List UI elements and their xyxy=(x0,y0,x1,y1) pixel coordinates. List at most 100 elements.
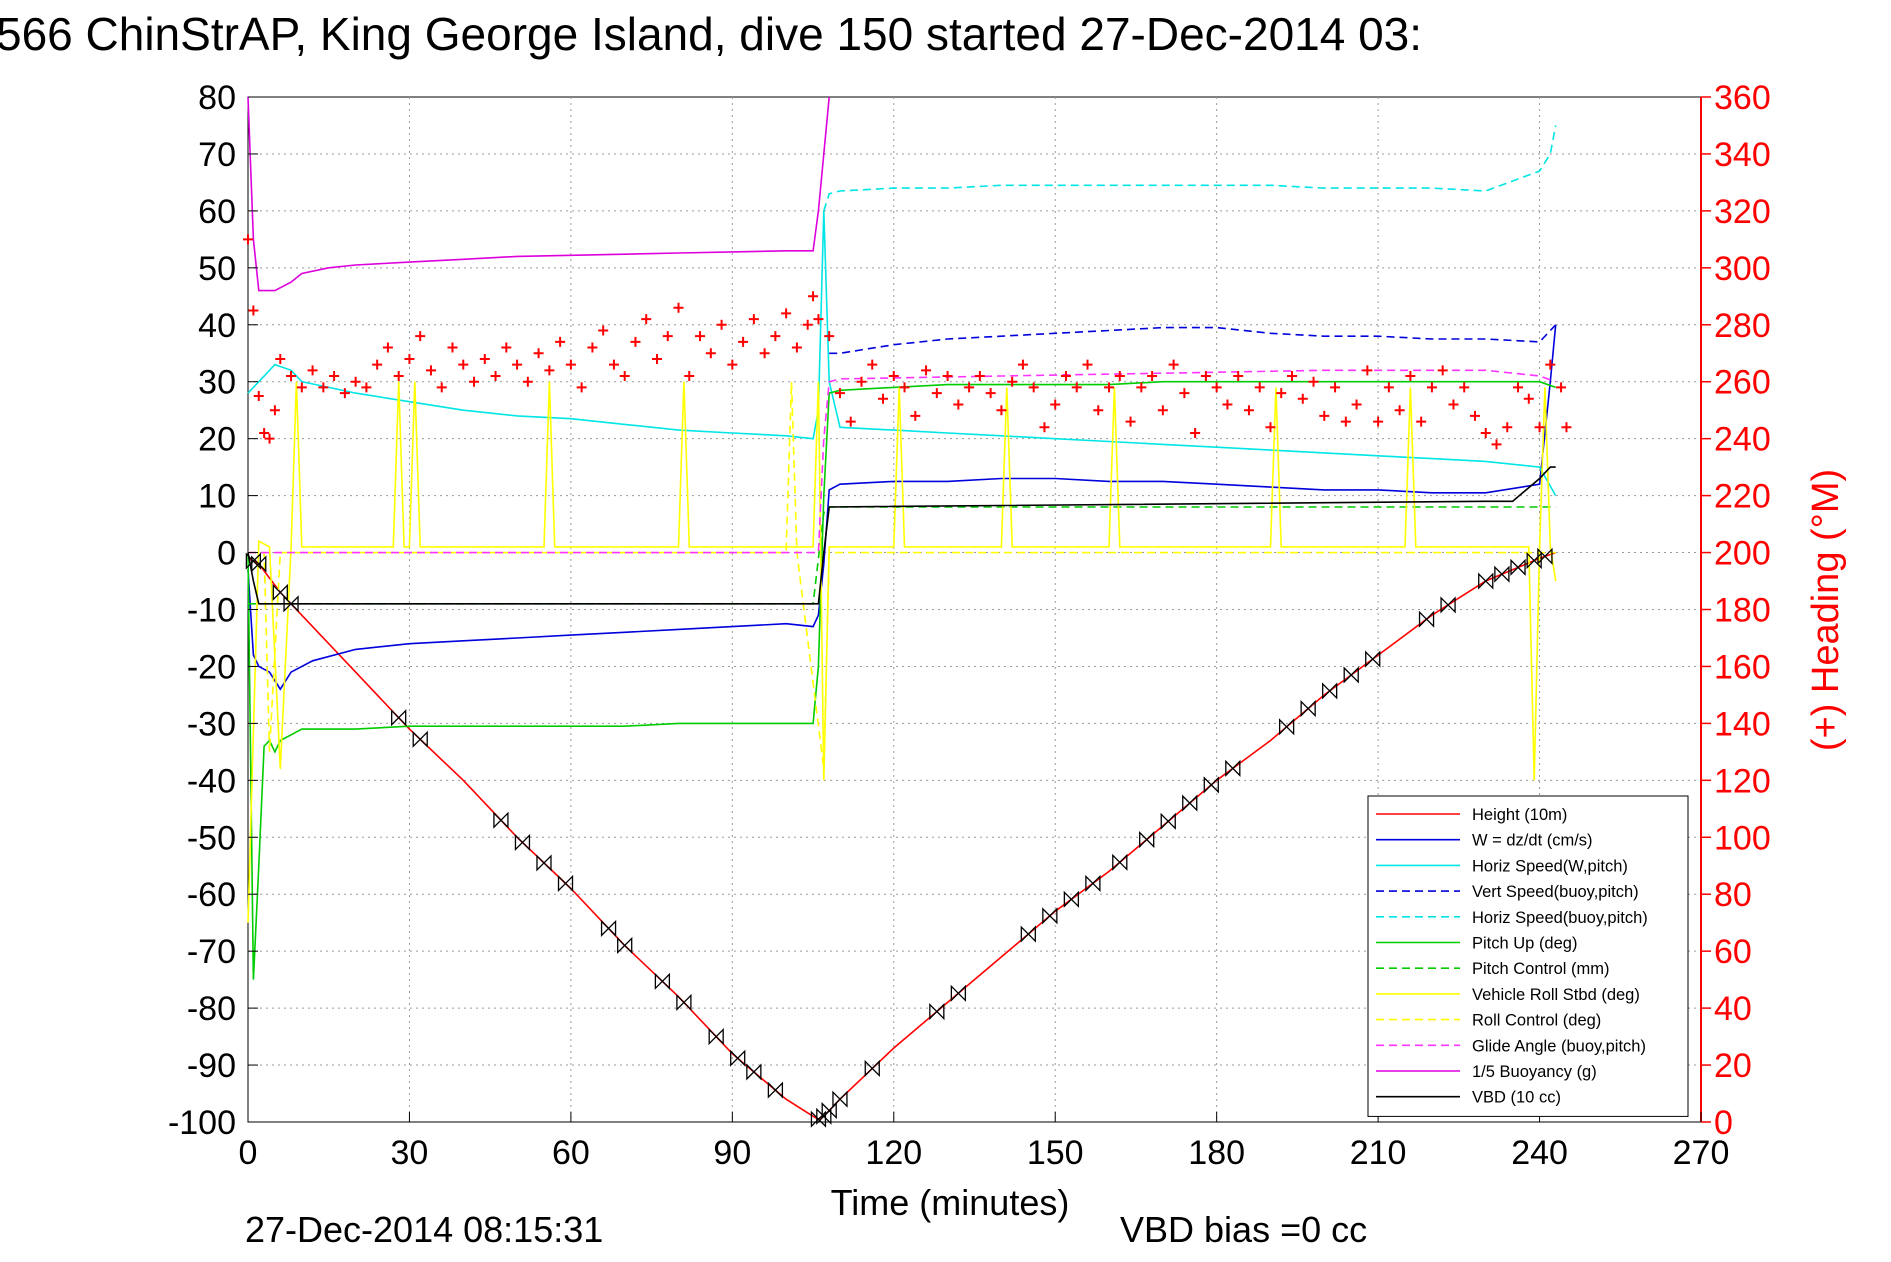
heading-marker xyxy=(248,305,259,316)
depth-marker xyxy=(767,1081,784,1099)
legend-label: Horiz Speed(W,pitch) xyxy=(1472,857,1628,875)
x-tick-label: 180 xyxy=(1188,1134,1245,1172)
heading-marker xyxy=(1556,382,1567,393)
heading-marker xyxy=(1287,371,1298,382)
heading-marker xyxy=(1561,422,1572,433)
y-tick-label: 40 xyxy=(198,307,236,345)
depth-marker xyxy=(1139,830,1155,849)
legend-label: 1/5 Buoyancy (g) xyxy=(1472,1063,1597,1081)
y-tick-label: 80 xyxy=(198,79,236,117)
heading-marker xyxy=(533,348,544,359)
left-axis: 80 70 60 50 40 30 20 10 0 -10 -20 -30 -40 -50 -60 -70 -8… xyxy=(168,79,258,1142)
y-tick-label: -70 xyxy=(187,933,236,971)
heading-marker xyxy=(1426,382,1437,393)
depth-marker xyxy=(730,1049,746,1067)
heading-marker xyxy=(447,342,458,353)
legend: Height (10m) W = dz/dt (cm/s) Horiz Speed(… xyxy=(1367,795,1689,1117)
heading-marker xyxy=(878,393,889,404)
heading-marker xyxy=(1125,416,1136,427)
y-tick-label: -40 xyxy=(187,762,236,800)
heading-marker xyxy=(1276,388,1287,399)
series-line-11 xyxy=(247,466,1556,605)
heading-marker xyxy=(1082,359,1093,370)
heading-marker xyxy=(1233,371,1244,382)
heading-marker xyxy=(490,371,501,382)
depth-marker xyxy=(950,984,967,1002)
y2-tick-label: 220 xyxy=(1714,478,1771,516)
heading-marker xyxy=(651,353,662,364)
depth-marker xyxy=(1203,776,1219,794)
series-line-2 xyxy=(247,210,1557,496)
heading-marker xyxy=(1383,382,1394,393)
y2-tick-label: 320 xyxy=(1714,193,1771,231)
depth-marker xyxy=(1112,853,1128,871)
y-tick-label: -20 xyxy=(187,648,236,686)
heading-marker xyxy=(1039,422,1050,433)
y2-tick-label: 0 xyxy=(1714,1104,1733,1142)
heading-marker xyxy=(361,382,372,393)
heading-marker xyxy=(512,359,523,370)
heading-marker xyxy=(808,291,819,302)
heading-marker xyxy=(759,348,770,359)
x-tick-label: 270 xyxy=(1673,1134,1730,1172)
heading-marker xyxy=(1416,416,1427,427)
x-tick-label: 0 xyxy=(239,1134,258,1172)
heading-marker xyxy=(296,382,307,393)
heading-marker xyxy=(1351,399,1362,410)
heading-marker xyxy=(1448,399,1459,410)
depth-marker xyxy=(600,919,617,937)
depth-marker xyxy=(1494,565,1510,583)
heading-marker xyxy=(770,331,781,342)
heading-marker xyxy=(329,371,340,382)
legend-box xyxy=(1367,795,1689,1117)
heading-marker xyxy=(1308,376,1319,387)
heading-marker xyxy=(264,433,275,444)
depth-marker xyxy=(557,874,574,892)
heading-marker xyxy=(910,410,921,421)
depth-marker xyxy=(272,583,288,601)
heading-marker xyxy=(382,342,393,353)
y-tick-label: 50 xyxy=(198,250,236,288)
y-tick-label: 10 xyxy=(198,478,236,516)
heading-marker xyxy=(259,427,270,438)
y-tick-label: -100 xyxy=(168,1104,236,1142)
heading-marker xyxy=(1157,405,1168,416)
depth-marker xyxy=(1300,700,1316,718)
heading-marker xyxy=(867,359,878,370)
heading-marker xyxy=(824,331,835,342)
heading-marker xyxy=(555,336,566,347)
heading-marker xyxy=(1222,399,1233,410)
heading-marker xyxy=(1545,359,1556,370)
heading-marker xyxy=(845,416,856,427)
y-tick-label: -90 xyxy=(187,1047,236,1085)
heading-marker xyxy=(964,382,975,393)
heading-marker xyxy=(598,325,609,336)
heading-marker xyxy=(1211,382,1222,393)
depth-marker xyxy=(1278,718,1295,736)
heading-marker xyxy=(1071,382,1082,393)
heading-marker xyxy=(286,371,297,382)
depth-marker xyxy=(1225,759,1241,777)
heading-marker xyxy=(404,353,415,364)
heading-marker xyxy=(716,319,727,330)
heading-marker xyxy=(1502,422,1513,433)
heading-marker xyxy=(1093,405,1104,416)
heading-marker xyxy=(931,388,942,399)
depth-marker xyxy=(929,1002,945,1021)
heading-marker xyxy=(1373,416,1384,427)
depth-marker xyxy=(536,854,552,872)
heading-marker xyxy=(856,376,867,387)
y-tick-label: 60 xyxy=(198,193,236,231)
depth-marker xyxy=(1063,890,1080,908)
series-line-8 xyxy=(248,381,1556,769)
series-line-5 xyxy=(247,380,1556,980)
depth-marker xyxy=(1537,547,1553,565)
heading-marker xyxy=(1340,416,1351,427)
heading-marker xyxy=(458,359,469,370)
depth-marker xyxy=(1510,558,1526,576)
x-tick-label: 240 xyxy=(1511,1134,1568,1172)
y2-tick-label: 100 xyxy=(1714,819,1771,857)
depth-marker xyxy=(412,730,428,748)
heading-marker xyxy=(1459,382,1470,393)
legend-label: Vehicle Roll Stbd (deg) xyxy=(1472,986,1640,1004)
